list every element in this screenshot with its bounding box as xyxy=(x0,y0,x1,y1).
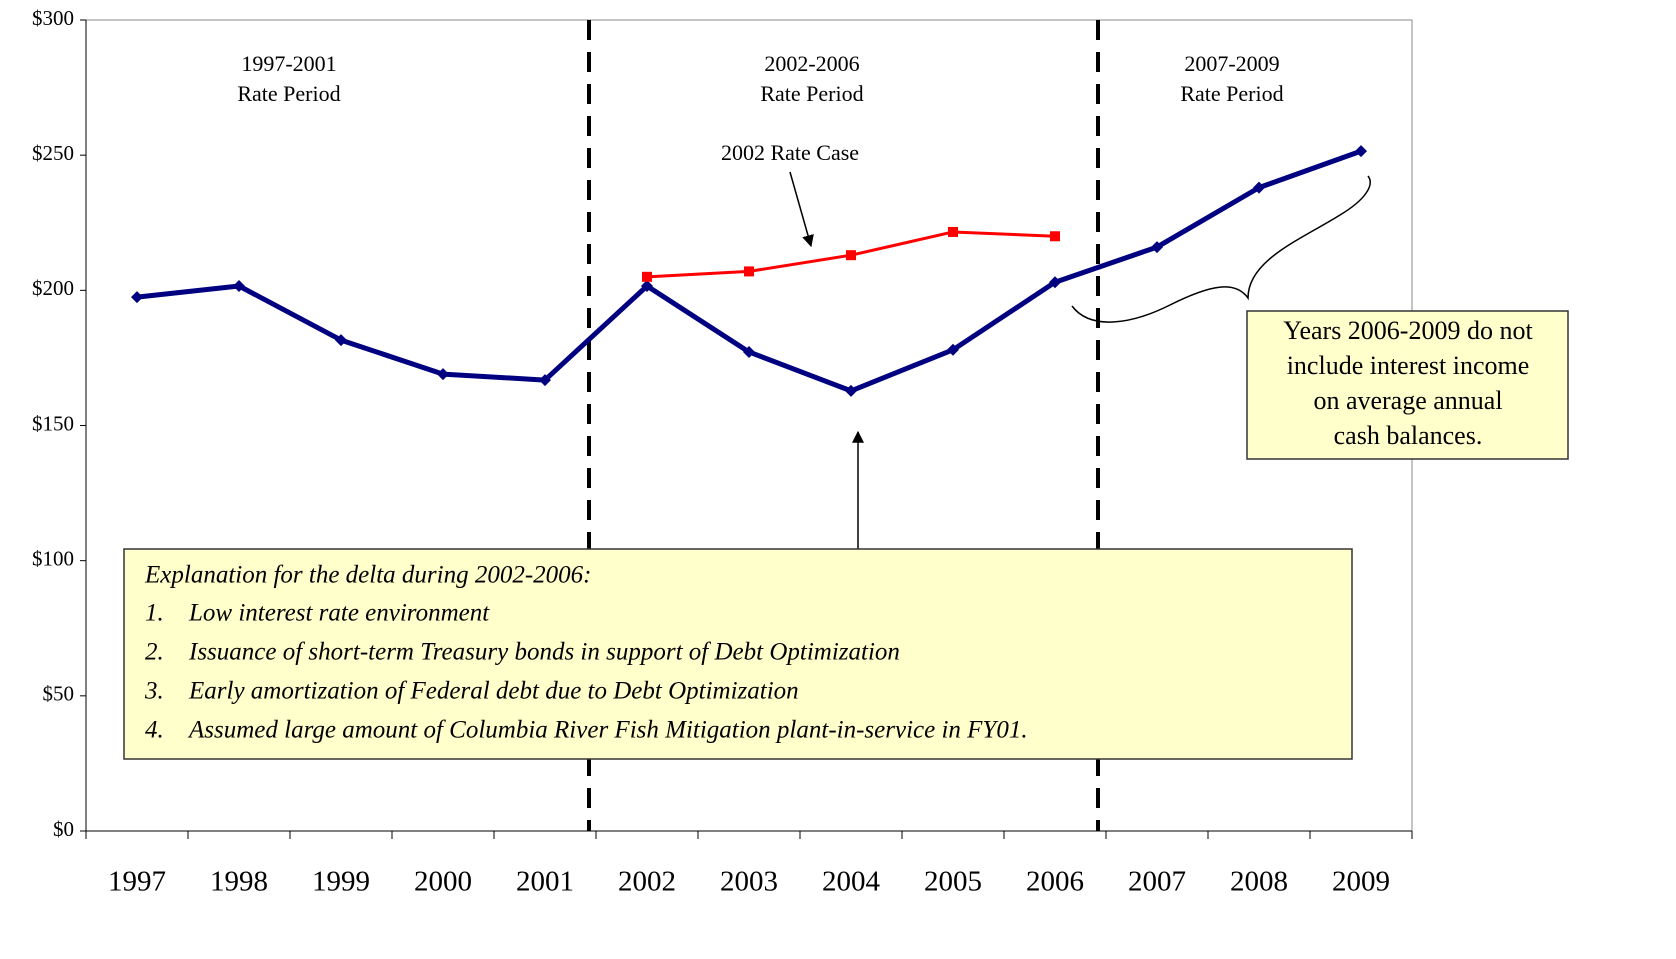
y-tick-label: $250 xyxy=(32,141,74,165)
explanation-item: Early amortization of Federal debt due t… xyxy=(188,678,799,705)
x-tick-label: 2007 xyxy=(1128,866,1186,898)
explanation-item: Issuance of short-term Treasury bonds in… xyxy=(188,639,900,666)
x-tick-label: 2005 xyxy=(924,866,982,898)
x-tick-label: 1999 xyxy=(312,866,370,898)
y-tick-label: $0 xyxy=(53,817,74,841)
period-label: 2007-2009 xyxy=(1184,51,1279,76)
explanation-number: 2. xyxy=(145,639,164,666)
point xyxy=(437,368,449,381)
explanation-item: Low interest rate environment xyxy=(188,600,490,627)
y-tick-label: $50 xyxy=(43,682,75,706)
point xyxy=(948,226,958,237)
x-tick-label: 2003 xyxy=(720,866,778,898)
period-label: Rate Period xyxy=(760,81,863,106)
marks xyxy=(131,145,1367,397)
period-label: 1997-2001 xyxy=(241,51,336,76)
note-text: on average annual xyxy=(1313,386,1502,415)
point xyxy=(1050,231,1060,242)
point xyxy=(131,291,143,304)
point xyxy=(642,271,652,282)
point xyxy=(1049,276,1061,289)
point xyxy=(335,334,347,347)
point xyxy=(1253,181,1265,194)
note-text: cash balances. xyxy=(1334,421,1483,450)
x-tick-label: 2000 xyxy=(414,866,472,898)
point xyxy=(1151,241,1163,254)
y-tick-label: $300 xyxy=(32,6,74,30)
x-tick-label: 1997 xyxy=(108,866,166,898)
period-label: Rate Period xyxy=(1180,81,1283,106)
explanation-number: 1. xyxy=(145,600,164,627)
x-tick-label: 2006 xyxy=(1026,866,1084,898)
explanation-title: Explanation for the delta during 2002-20… xyxy=(144,562,591,589)
point xyxy=(233,280,245,293)
y-tick-label: $200 xyxy=(32,276,74,300)
point xyxy=(743,345,755,358)
x-tick-label: 2009 xyxy=(1332,866,1390,898)
note-text: include interest income xyxy=(1287,351,1530,380)
explanation-box xyxy=(123,548,1353,760)
period-label: Rate Period xyxy=(237,81,340,106)
point xyxy=(846,250,856,261)
note-text: Years 2006-2009 do not xyxy=(1283,316,1533,345)
point xyxy=(947,343,959,356)
x-tick-label: 2002 xyxy=(618,866,676,898)
x-tick-label: 2004 xyxy=(822,866,881,898)
point xyxy=(845,384,857,397)
note-box xyxy=(1246,310,1569,460)
period-label: 2002-2006 xyxy=(764,51,859,76)
x-tick-label: 2001 xyxy=(516,866,574,898)
point xyxy=(641,280,653,293)
x-tick-label: 2008 xyxy=(1230,866,1288,898)
y-tick-label: $150 xyxy=(32,411,74,435)
brace xyxy=(1071,175,1371,323)
explanation-number: 3. xyxy=(144,678,164,705)
rate-case-label: 2002 Rate Case xyxy=(721,140,859,165)
point xyxy=(1355,145,1367,158)
y-tick-label: $100 xyxy=(32,546,74,570)
point xyxy=(539,374,551,387)
point xyxy=(744,266,754,277)
rate-case-arrow xyxy=(789,171,814,248)
explanation-item: Assumed large amount of Columbia River F… xyxy=(187,717,1028,744)
explanation-number: 4. xyxy=(145,717,164,744)
x-tick-label: 1998 xyxy=(210,866,268,898)
